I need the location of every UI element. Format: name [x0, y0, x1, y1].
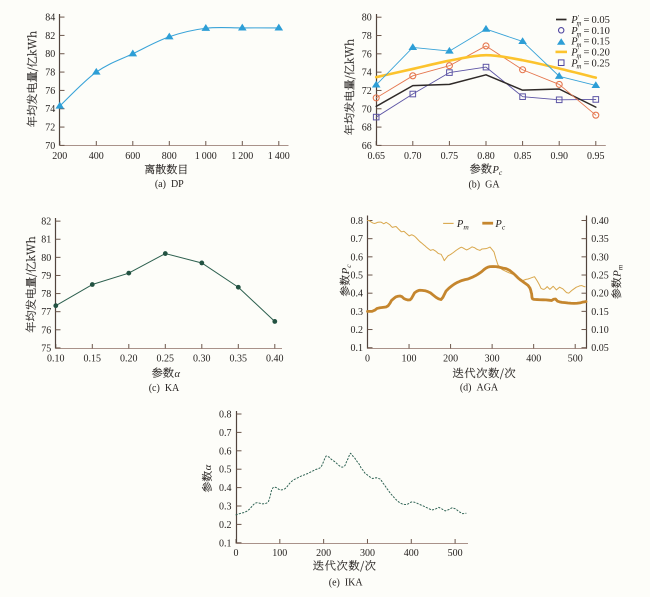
svg-text:77: 77 — [41, 307, 51, 318]
svg-text:0.20: 0.20 — [120, 353, 138, 364]
svg-text:0.10: 0.10 — [47, 353, 65, 364]
svg-text:0.8: 0.8 — [219, 410, 232, 421]
svg-text:75: 75 — [41, 343, 51, 354]
svg-text:0.85: 0.85 — [514, 151, 532, 162]
svg-text:80: 80 — [41, 253, 51, 264]
svg-text:0.8: 0.8 — [351, 216, 364, 227]
svg-text:Pc: Pc — [492, 165, 503, 177]
svg-text:0.2: 0.2 — [351, 325, 364, 336]
svg-text:P′m = 0.25: P′ m = 0.25 — [570, 57, 610, 71]
svg-text:0.4: 0.4 — [219, 483, 232, 494]
svg-text:1 000: 1 000 — [195, 151, 217, 162]
svg-text:79: 79 — [41, 271, 51, 282]
svg-text:82: 82 — [45, 31, 55, 42]
svg-text:0.15: 0.15 — [591, 307, 609, 318]
svg-text:Pc: Pc — [340, 264, 353, 276]
svg-text:0.15: 0.15 — [84, 353, 102, 364]
svg-text:200: 200 — [316, 548, 331, 559]
svg-text:76: 76 — [41, 325, 51, 336]
svg-text:(c) KA: (c) KA — [149, 383, 180, 394]
svg-text:0.70: 0.70 — [404, 151, 422, 162]
svg-text:78: 78 — [45, 68, 55, 79]
svg-text:78: 78 — [362, 31, 372, 42]
svg-text:600: 600 — [125, 151, 140, 162]
svg-text:(b) GA: (b) GA — [468, 180, 500, 191]
svg-text:0.6: 0.6 — [351, 252, 364, 263]
svg-text:66: 66 — [362, 141, 372, 152]
svg-text:82: 82 — [41, 217, 51, 228]
svg-text:0.35: 0.35 — [591, 234, 609, 245]
svg-text:Pm: Pm — [456, 219, 469, 231]
svg-text:1 400: 1 400 — [268, 151, 290, 162]
svg-text:Pc: Pc — [494, 219, 505, 231]
svg-text:P′m = 0.15: P′ m = 0.15 — [570, 36, 610, 50]
svg-text:76: 76 — [45, 86, 55, 97]
svg-text:81: 81 — [41, 235, 51, 246]
svg-text:α: α — [202, 464, 214, 470]
svg-text:0.65: 0.65 — [367, 151, 385, 162]
svg-text:68: 68 — [362, 123, 372, 134]
svg-text:0: 0 — [365, 353, 370, 364]
svg-text:72: 72 — [45, 123, 55, 134]
svg-text:70: 70 — [362, 104, 372, 115]
svg-text:0.05: 0.05 — [591, 343, 609, 354]
svg-text:0.25: 0.25 — [157, 353, 175, 364]
svg-text:500: 500 — [568, 353, 583, 364]
svg-text:800: 800 — [162, 151, 177, 162]
svg-text:0.7: 0.7 — [351, 234, 364, 245]
svg-text:(a) DP: (a) DP — [155, 179, 184, 190]
svg-text:0.4: 0.4 — [351, 289, 364, 300]
svg-text:400: 400 — [89, 151, 104, 162]
svg-text:200: 200 — [443, 353, 458, 364]
svg-text:0.2: 0.2 — [219, 520, 232, 531]
svg-text:84: 84 — [45, 13, 55, 24]
svg-text:0.25: 0.25 — [591, 271, 609, 282]
svg-text:400: 400 — [404, 548, 419, 559]
svg-text:0.6: 0.6 — [219, 446, 232, 457]
svg-text:0.40: 0.40 — [266, 353, 284, 364]
svg-text:P′m = 0.20: P′ m = 0.20 — [570, 46, 610, 60]
svg-text:0: 0 — [234, 548, 239, 559]
svg-text:0.30: 0.30 — [591, 252, 609, 263]
svg-text:(e) IKA: (e) IKA — [329, 578, 364, 589]
svg-text:100: 100 — [402, 353, 417, 364]
svg-text:0.95: 0.95 — [587, 151, 605, 162]
svg-text:0.30: 0.30 — [193, 353, 211, 364]
svg-text:70: 70 — [45, 141, 55, 152]
svg-text:0.3: 0.3 — [219, 502, 232, 513]
svg-text:(d) AGA: (d) AGA — [460, 383, 499, 394]
svg-text:α: α — [175, 369, 181, 380]
svg-text:P′m = 0.10: P′ m = 0.10 — [570, 25, 610, 39]
svg-text:74: 74 — [45, 104, 55, 115]
svg-text:0.1: 0.1 — [219, 538, 232, 549]
svg-text:0.40: 0.40 — [591, 216, 609, 227]
svg-text:0.10: 0.10 — [591, 325, 609, 336]
svg-text:0.7: 0.7 — [219, 428, 232, 439]
svg-text:0.35: 0.35 — [230, 353, 248, 364]
svg-text:0.5: 0.5 — [219, 465, 232, 476]
svg-text:74: 74 — [362, 68, 372, 79]
svg-text:0.75: 0.75 — [441, 151, 459, 162]
svg-text:1 200: 1 200 — [231, 151, 253, 162]
svg-text:0.1: 0.1 — [351, 343, 364, 354]
svg-text:P′m = 0.05: P′ m = 0.05 — [570, 14, 610, 28]
svg-text:78: 78 — [41, 289, 51, 300]
svg-text:0.3: 0.3 — [351, 307, 364, 318]
svg-text:Pm: Pm — [611, 264, 624, 278]
svg-text:300: 300 — [485, 353, 500, 364]
svg-text:80: 80 — [362, 13, 372, 24]
svg-text:0.5: 0.5 — [351, 271, 364, 282]
svg-text:100: 100 — [272, 548, 287, 559]
svg-text:200: 200 — [52, 151, 67, 162]
svg-text:76: 76 — [362, 49, 372, 60]
svg-text:72: 72 — [362, 86, 372, 97]
svg-text:400: 400 — [526, 353, 541, 364]
svg-text:0.80: 0.80 — [477, 151, 495, 162]
svg-text:80: 80 — [45, 49, 55, 60]
svg-text:300: 300 — [360, 548, 375, 559]
svg-text:500: 500 — [448, 548, 463, 559]
svg-text:0.90: 0.90 — [550, 151, 568, 162]
svg-text:0.20: 0.20 — [591, 289, 609, 300]
